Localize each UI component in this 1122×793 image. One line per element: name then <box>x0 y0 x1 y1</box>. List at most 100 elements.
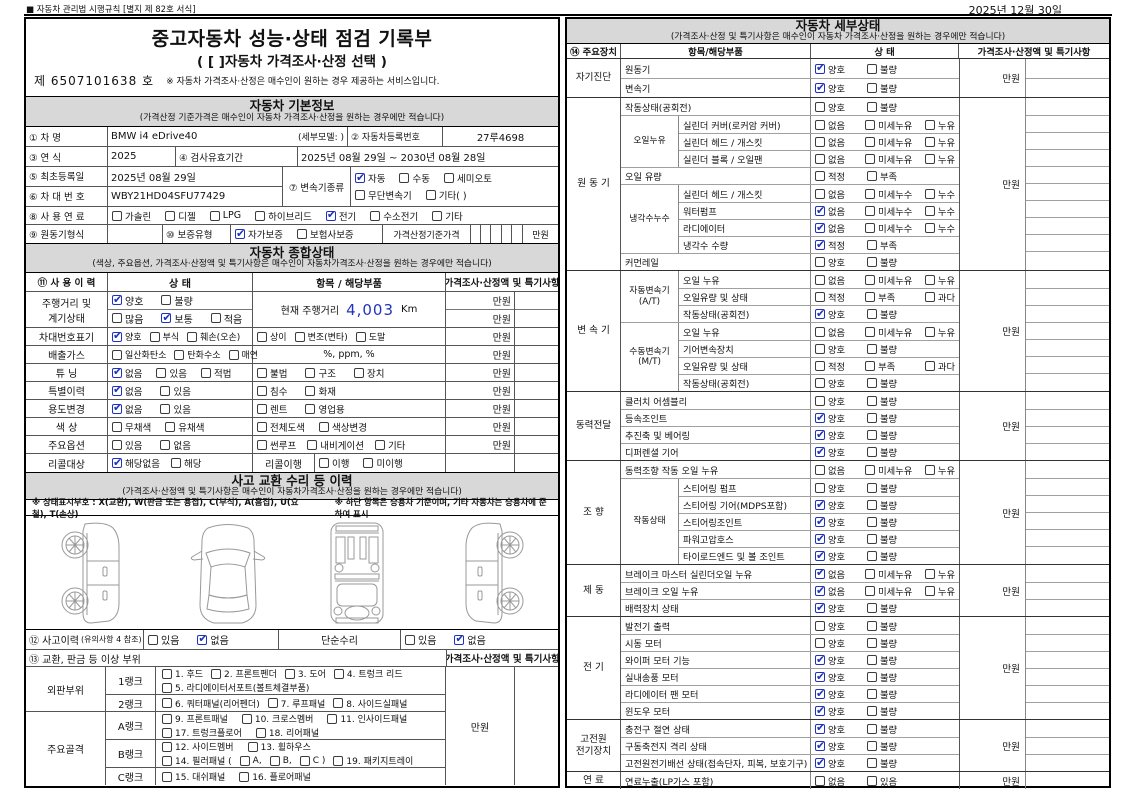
check-option[interactable]: 불량 <box>867 739 929 753</box>
checkbox[interactable] <box>867 430 877 441</box>
check-option[interactable]: 양호 <box>815 411 867 425</box>
checkbox-checked[interactable] <box>235 229 245 239</box>
check-option[interactable]: 기타( ) <box>425 188 467 202</box>
check-option[interactable]: 양호 <box>815 722 867 736</box>
check-option[interactable]: 불법 <box>257 366 287 380</box>
checkbox[interactable] <box>209 210 220 221</box>
check-option[interactable]: 4. 트렁크 리드 <box>333 667 403 680</box>
checkbox[interactable] <box>924 137 935 148</box>
checkbox[interactable] <box>865 568 876 579</box>
check-option[interactable]: 색상변경 <box>318 420 367 434</box>
checkbox[interactable] <box>924 586 935 597</box>
remarks-cell[interactable] <box>1026 234 1109 251</box>
check-option[interactable]: 양호 <box>815 100 867 114</box>
checkbox[interactable] <box>165 210 176 221</box>
checkbox[interactable] <box>187 331 198 342</box>
check-option[interactable]: 불량 <box>867 722 929 736</box>
check-option[interactable]: 양호 <box>815 549 867 563</box>
check-option[interactable]: 불량 <box>867 704 929 718</box>
check-option[interactable]: 없음 <box>815 567 865 581</box>
check-option[interactable]: 해당 <box>170 456 201 470</box>
check-option[interactable]: 불량 <box>867 394 929 408</box>
check-option[interactable]: 누유 <box>924 325 955 339</box>
checkbox[interactable] <box>162 755 172 766</box>
checkbox[interactable] <box>399 173 410 183</box>
checkbox-checked[interactable] <box>112 385 122 396</box>
check-option[interactable]: 기타 <box>432 209 463 223</box>
checkbox[interactable] <box>865 274 876 285</box>
check-option[interactable]: 양호 <box>112 293 143 308</box>
remarks-cell[interactable] <box>515 436 558 453</box>
check-option[interactable]: 7. 루프패널 <box>267 697 325 710</box>
checkbox[interactable] <box>269 755 280 766</box>
check-option[interactable]: 없음 <box>815 325 865 339</box>
checkbox[interactable] <box>319 458 329 468</box>
checkbox[interactable] <box>815 119 825 130</box>
checkbox[interactable] <box>867 689 877 700</box>
check-option[interactable]: 불량 <box>867 619 929 633</box>
remarks-cell[interactable] <box>1026 426 1109 443</box>
checkbox[interactable] <box>284 668 295 679</box>
checkbox-checked[interactable] <box>815 206 825 217</box>
check-option[interactable]: 12. 사이드멤버 <box>162 740 234 753</box>
check-option[interactable]: 양호 <box>815 532 867 546</box>
check-option[interactable]: 장치 <box>353 366 384 380</box>
remarks-cell[interactable] <box>1026 166 1109 183</box>
check-option[interactable]: 없음 <box>815 204 865 218</box>
checkbox[interactable] <box>160 385 171 396</box>
checkbox[interactable] <box>239 771 250 782</box>
check-option[interactable]: 부식 <box>149 330 179 343</box>
check-option[interactable]: 해당없음 <box>112 456 160 470</box>
checkbox-checked[interactable] <box>815 586 825 597</box>
check-option[interactable]: 양호 <box>815 445 867 459</box>
check-option[interactable]: 매연 <box>228 348 258 361</box>
remarks-cell[interactable] <box>515 454 558 472</box>
checkbox[interactable] <box>815 638 825 649</box>
check-option[interactable]: 전체도색 <box>257 420 305 434</box>
checkbox[interactable] <box>112 210 122 221</box>
checkbox[interactable] <box>160 403 171 414</box>
checkbox[interactable] <box>924 154 935 165</box>
checkbox[interactable] <box>228 349 239 360</box>
check-option[interactable]: 불량 <box>867 549 929 563</box>
checkbox[interactable] <box>257 367 267 378</box>
remarks-cell[interactable] <box>1026 132 1109 149</box>
check-option[interactable]: 16. 플로어패널 <box>239 770 311 783</box>
checkbox[interactable] <box>405 634 415 645</box>
check-option[interactable]: 불량 <box>867 307 929 321</box>
checkbox[interactable] <box>924 326 935 337</box>
check-option[interactable]: 양호 <box>815 687 867 701</box>
check-option[interactable]: 미세누유 <box>865 584 925 598</box>
remarks-cell[interactable] <box>1026 271 1109 288</box>
checkbox[interactable] <box>112 313 122 324</box>
checkbox-checked[interactable] <box>197 634 208 645</box>
check-option[interactable]: C ) <box>299 755 325 766</box>
checkbox[interactable] <box>815 344 825 355</box>
checkbox[interactable] <box>257 331 267 342</box>
check-option[interactable]: 11. 인사이드패널 <box>327 712 407 725</box>
checkbox[interactable] <box>162 698 172 708</box>
remarks-cell[interactable] <box>1026 737 1109 754</box>
checkbox[interactable] <box>924 188 935 199</box>
check-option[interactable]: 양호 <box>815 756 867 770</box>
check-option[interactable]: 전기 <box>325 209 356 223</box>
checkbox[interactable] <box>867 517 877 528</box>
checkbox[interactable] <box>318 421 329 432</box>
remarks-cell[interactable] <box>1026 305 1109 322</box>
check-option[interactable]: 불량 <box>867 376 929 390</box>
check-option[interactable]: 없음 <box>815 118 865 132</box>
check-option[interactable]: 상이 <box>257 330 287 343</box>
check-option[interactable]: 없음 <box>815 774 867 788</box>
check-option[interactable]: 없음 <box>112 402 142 416</box>
checkbox[interactable] <box>112 439 122 450</box>
checkbox[interactable] <box>867 257 877 268</box>
checkbox[interactable] <box>867 603 877 614</box>
checkbox[interactable] <box>267 698 278 708</box>
check-option[interactable]: 부족 <box>865 359 925 373</box>
check-option[interactable]: 변조(변타) <box>294 330 348 343</box>
check-option[interactable]: 누수 <box>924 221 955 235</box>
check-option[interactable]: 양호 <box>112 330 142 343</box>
checkbox[interactable] <box>815 326 825 337</box>
checkbox[interactable] <box>174 349 185 360</box>
check-option[interactable]: 렌트 <box>257 402 287 416</box>
